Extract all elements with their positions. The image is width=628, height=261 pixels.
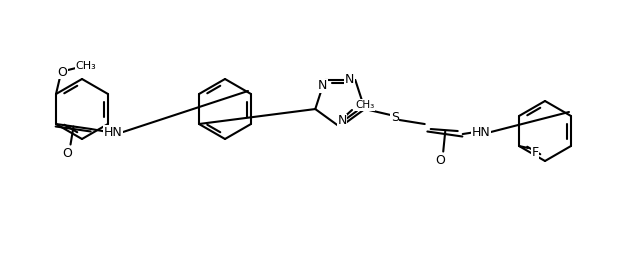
Text: O: O xyxy=(435,154,445,167)
Text: O: O xyxy=(63,147,72,160)
Text: CH₃: CH₃ xyxy=(355,100,374,110)
Text: CH₃: CH₃ xyxy=(75,61,96,71)
Text: N: N xyxy=(318,79,327,92)
Text: N: N xyxy=(345,73,354,86)
Text: S: S xyxy=(391,111,399,123)
Text: HN: HN xyxy=(104,126,122,139)
Text: F: F xyxy=(531,145,539,158)
Text: N: N xyxy=(337,115,347,128)
Text: O: O xyxy=(57,66,67,79)
Text: HN: HN xyxy=(472,126,490,139)
